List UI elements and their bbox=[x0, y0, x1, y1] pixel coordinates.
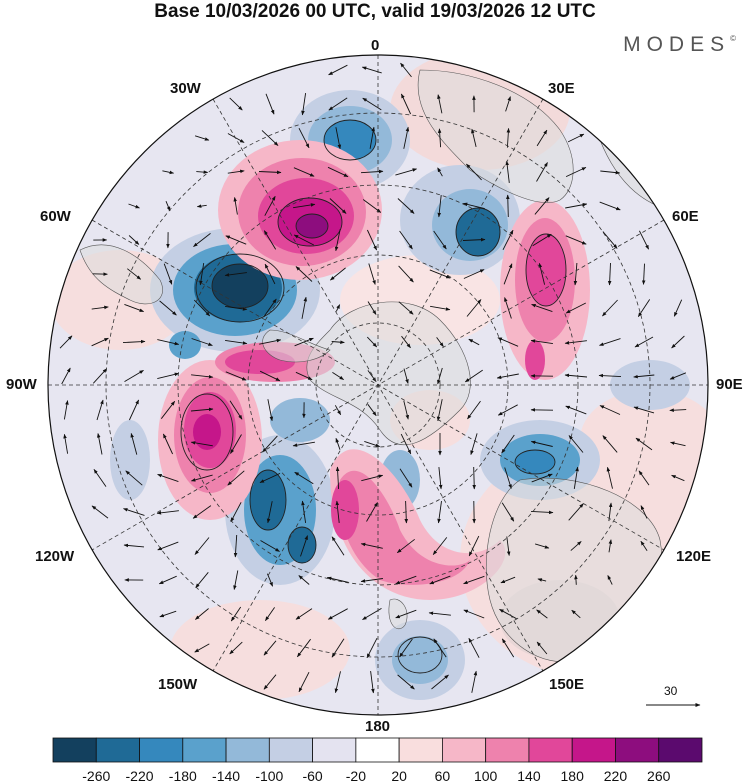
colorbar-swatch bbox=[140, 738, 183, 762]
colorbar-swatch bbox=[53, 738, 96, 762]
vector-scale-label: 30 bbox=[664, 684, 677, 698]
colorbar-tick-label: 140 bbox=[517, 768, 540, 784]
colorbar-swatch bbox=[399, 738, 442, 762]
wind-arrow bbox=[576, 575, 577, 585]
colorbar-swatch bbox=[183, 738, 226, 762]
colorbar-tick-label: 220 bbox=[604, 768, 627, 784]
colorbar-swatch bbox=[442, 738, 485, 762]
lon-label-30e: 30E bbox=[548, 80, 575, 97]
colorbar-tick-label: -100 bbox=[255, 768, 283, 784]
colorbar-tick-label: 20 bbox=[391, 768, 407, 784]
lon-label-60w: 60W bbox=[40, 208, 71, 225]
wind-arrow bbox=[508, 195, 509, 217]
colorbar-swatch bbox=[226, 738, 269, 762]
wind-arrow bbox=[474, 467, 475, 489]
colorbar-swatch bbox=[615, 738, 658, 762]
colorbar-tick-label: -140 bbox=[212, 768, 240, 784]
lon-label-180: 180 bbox=[365, 718, 390, 735]
colorbar-tick-label: -220 bbox=[126, 768, 154, 784]
colorbar-tick-label: -60 bbox=[302, 768, 322, 784]
colorbar-tick-label: 60 bbox=[435, 768, 451, 784]
colorbar-tick-label: -180 bbox=[169, 768, 197, 784]
lon-label-30w: 30W bbox=[170, 80, 201, 97]
colorbar-swatch bbox=[572, 738, 615, 762]
lon-label-150e: 150E bbox=[549, 676, 584, 693]
colorbar-tick-label: 260 bbox=[647, 768, 670, 784]
colorbar-swatch bbox=[313, 738, 356, 762]
colorbar-tick-label: 180 bbox=[561, 768, 584, 784]
lon-label-90w: 90W bbox=[6, 376, 37, 393]
colorbar-swatch bbox=[96, 738, 139, 762]
colorbar-tick-label: 100 bbox=[474, 768, 497, 784]
lon-label-120w: 120W bbox=[35, 548, 74, 565]
colorbar bbox=[53, 738, 702, 762]
colorbar-swatch bbox=[269, 738, 312, 762]
colorbar-swatch bbox=[529, 738, 572, 762]
lon-label-60e: 60E bbox=[672, 208, 699, 225]
lon-label-0: 0 bbox=[371, 37, 379, 54]
colorbar-tick-label: -260 bbox=[82, 768, 110, 784]
colorbar-swatch bbox=[356, 738, 399, 762]
colorbar-swatch bbox=[486, 738, 529, 762]
lon-label-90e: 90E bbox=[716, 376, 743, 393]
lon-label-150w: 150W bbox=[158, 676, 197, 693]
colorbar-swatch bbox=[659, 738, 702, 762]
lon-label-120e: 120E bbox=[676, 548, 711, 565]
colorbar-tick-label: -20 bbox=[346, 768, 366, 784]
